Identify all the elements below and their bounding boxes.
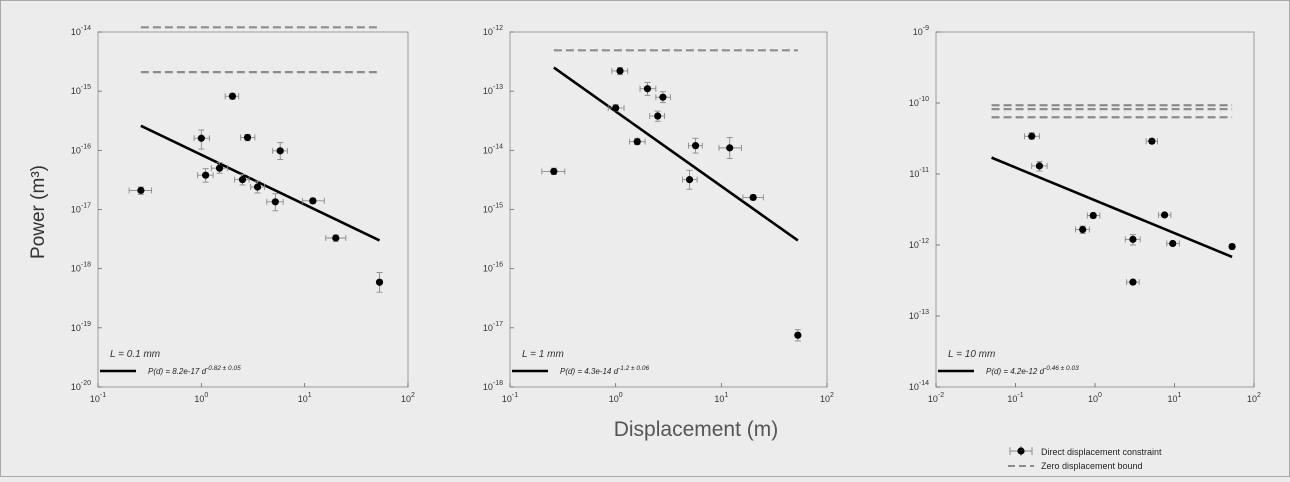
data-point bbox=[649, 110, 665, 122]
point-marker bbox=[202, 171, 210, 179]
point-marker bbox=[794, 331, 802, 339]
fit-line bbox=[553, 66, 799, 242]
fit-line bbox=[140, 124, 381, 242]
data-point bbox=[234, 174, 250, 186]
point-marker bbox=[1148, 137, 1156, 145]
point-marker bbox=[685, 176, 694, 184]
data-point bbox=[611, 67, 629, 76]
data-point bbox=[375, 272, 384, 293]
point-marker bbox=[276, 147, 284, 155]
data-point bbox=[688, 137, 703, 154]
data-point bbox=[1166, 239, 1180, 248]
x-axis-label: Displacement (m) bbox=[614, 418, 779, 441]
data-point bbox=[197, 168, 214, 183]
length-annotation: L = 0.1 mm bbox=[110, 349, 160, 360]
panel-1: 10-1 100 101 10210-2010-1910-1810-1710-1610… bbox=[71, 25, 415, 404]
data-point bbox=[1145, 137, 1158, 145]
point-marker bbox=[643, 85, 652, 93]
data-point bbox=[250, 180, 266, 194]
fit-equation: P(d) = 4.2e-12 d-0.46 ± 0.03 bbox=[986, 365, 1079, 376]
data-point bbox=[240, 133, 256, 142]
legend-label-direct: Direct displacement constraint bbox=[1041, 447, 1162, 457]
plot-area bbox=[97, 31, 409, 388]
point-marker bbox=[215, 164, 224, 172]
legend-item-zero: Zero displacement bound bbox=[1008, 461, 1143, 471]
data-point bbox=[655, 91, 671, 104]
point-marker bbox=[253, 183, 262, 191]
point-marker bbox=[1079, 225, 1087, 234]
point-marker bbox=[243, 133, 252, 142]
fit-equation: P(d) = 4.3e-14 d-1.2 ± 0.06 bbox=[560, 365, 649, 376]
point-marker bbox=[749, 193, 757, 202]
legend-item-direct: Direct displacement constraint bbox=[1009, 446, 1162, 457]
data-point bbox=[128, 186, 153, 195]
point-marker bbox=[1160, 211, 1169, 219]
legend-label-zero: Zero displacement bound bbox=[1041, 461, 1143, 471]
point-marker bbox=[1035, 162, 1044, 170]
point-marker bbox=[1028, 132, 1036, 140]
point-marker bbox=[228, 92, 237, 100]
data-point bbox=[1124, 234, 1141, 246]
data-point bbox=[224, 92, 240, 100]
point-marker bbox=[332, 234, 340, 242]
point-marker bbox=[616, 67, 624, 75]
point-marker bbox=[1129, 278, 1137, 286]
data-point bbox=[266, 193, 284, 212]
data-point bbox=[1086, 211, 1101, 220]
data-point bbox=[794, 329, 802, 342]
panel-3: 10-2 10-1 100 101 10210-1410-1310-1210-1110-… bbox=[909, 25, 1261, 404]
point-marker bbox=[309, 197, 317, 205]
point-marker bbox=[691, 142, 700, 150]
point-marker bbox=[659, 93, 667, 101]
data-point bbox=[628, 137, 646, 146]
data-point bbox=[718, 137, 742, 159]
y-axis-label: Power (m³) bbox=[28, 165, 49, 259]
data-point bbox=[210, 162, 229, 174]
legend: Direct displacement constraint Zero disp… bbox=[1008, 446, 1162, 471]
legend-marker-icon bbox=[1017, 447, 1025, 455]
point-marker bbox=[137, 186, 145, 195]
point-marker bbox=[726, 144, 734, 152]
point-marker bbox=[612, 104, 620, 112]
data-point bbox=[1228, 242, 1236, 251]
point-marker bbox=[271, 198, 279, 206]
point-marker bbox=[633, 138, 641, 146]
data-point bbox=[639, 82, 657, 96]
point-marker bbox=[1129, 235, 1137, 243]
data-point bbox=[742, 193, 764, 202]
data-point bbox=[1126, 278, 1140, 286]
data-point bbox=[1158, 211, 1172, 219]
length-annotation: L = 1 mm bbox=[522, 349, 564, 360]
point-marker bbox=[238, 176, 247, 184]
point-marker bbox=[1228, 242, 1236, 251]
data-point bbox=[541, 167, 566, 176]
plot-area bbox=[935, 31, 1255, 388]
fit-equation: P(d) = 8.2e-17 d-0.82 ± 0.05 bbox=[148, 365, 241, 376]
point-marker bbox=[1169, 239, 1177, 248]
point-marker bbox=[550, 167, 558, 176]
data-point bbox=[193, 129, 210, 150]
data-point bbox=[272, 142, 288, 160]
point-marker bbox=[375, 278, 384, 286]
data-point bbox=[607, 104, 625, 112]
point-marker bbox=[1089, 211, 1097, 220]
data-point bbox=[1031, 161, 1048, 172]
plot-area bbox=[509, 31, 828, 388]
point-marker bbox=[197, 134, 205, 142]
length-annotation: L = 10 mm bbox=[948, 349, 995, 360]
data-point bbox=[325, 234, 347, 242]
data-point bbox=[301, 197, 325, 205]
data-point bbox=[1024, 132, 1040, 140]
panel-2: 10-1 100 101 10210-1810-1710-1610-1510-1410… bbox=[483, 25, 834, 404]
data-point bbox=[682, 169, 698, 190]
fit-line bbox=[991, 156, 1233, 259]
data-point bbox=[1075, 225, 1090, 234]
point-marker bbox=[654, 112, 662, 120]
